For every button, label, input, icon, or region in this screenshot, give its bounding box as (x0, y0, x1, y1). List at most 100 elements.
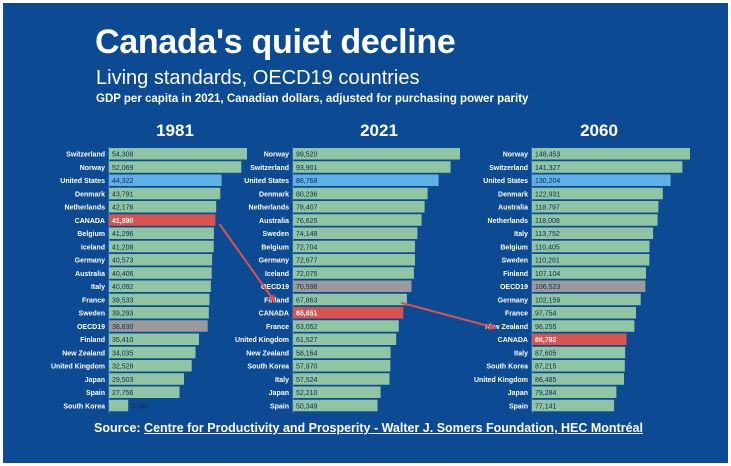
bar-iceland (293, 267, 414, 279)
value-label: 78,407 (296, 205, 318, 212)
category-label: United Kingdom (474, 377, 528, 384)
value-label: 50,349 (296, 403, 318, 410)
bar-france (293, 320, 399, 332)
category-label: Sweden (79, 311, 105, 318)
bar-denmark (532, 187, 663, 200)
value-label: 106,523 (535, 284, 560, 291)
bar-spain (109, 386, 180, 398)
bar-charts: 1981 Switzerland 54,308 Norway 52,069 United … (51, 121, 690, 414)
panel-2021: 2021 Norway 99,520 Switzerland 93,901 United … (235, 121, 460, 414)
category-label: United Kingdom (51, 364, 105, 371)
value-label: 52,069 (112, 165, 134, 172)
category-label: Finland (503, 271, 528, 278)
bar-united-kingdom (293, 333, 397, 345)
chart-description: GDP per capita in 2021, Canadian dollars… (96, 93, 529, 105)
source-link[interactable]: Centre for Productivity and Prosperity -… (144, 421, 643, 435)
category-label: Switzerland (489, 165, 528, 172)
bar-australia (532, 201, 659, 213)
category-label: Switzerland (250, 165, 289, 172)
category-label: New Zealand (62, 350, 105, 357)
value-label: 27,756 (112, 390, 134, 397)
bar-oecd19 (293, 280, 412, 292)
value-label: 72,704 (296, 244, 318, 251)
category-label: France (82, 297, 105, 304)
category-label: Netherlands (249, 205, 290, 212)
bar-sweden (532, 254, 650, 266)
value-label: 97,754 (535, 311, 557, 318)
bar-netherlands (532, 214, 658, 226)
category-label: Netherlands (488, 218, 529, 225)
bar-united-states (293, 174, 439, 186)
bar-south-korea (532, 360, 625, 372)
value-label: 39,293 (112, 311, 134, 318)
value-label: 44,322 (112, 178, 134, 185)
bar-netherlands (109, 201, 217, 213)
value-label: 7,565 (131, 403, 149, 410)
bar-italy (109, 280, 211, 292)
category-label: South Korea (486, 364, 528, 371)
category-label: South Korea (63, 403, 105, 410)
value-label: 110,405 (535, 244, 560, 251)
value-label: 148,453 (535, 152, 560, 159)
bar-finland (532, 267, 646, 279)
bar-united-kingdom (109, 360, 192, 372)
category-label: Belgium (77, 231, 105, 238)
bar-spain (532, 399, 615, 412)
bar-sweden (293, 227, 418, 239)
value-label: 70,598 (296, 284, 318, 291)
value-label: 58,164 (296, 350, 318, 357)
value-label: 141,327 (535, 165, 560, 172)
category-label: OECD19 (77, 324, 105, 331)
value-label: 76,625 (296, 218, 318, 225)
value-label: 41,208 (112, 244, 134, 251)
bar-united-states (109, 174, 222, 186)
value-label: 86,768 (296, 178, 318, 185)
category-label: Italy (275, 377, 289, 384)
category-label: Italy (514, 350, 528, 357)
bar-belgium (293, 240, 415, 253)
bar-italy (532, 227, 654, 239)
value-label: 43,791 (112, 191, 134, 198)
panel-title: 2060 (580, 121, 618, 140)
category-label: France (505, 311, 528, 318)
value-label: 40,092 (112, 284, 134, 291)
category-label: South Korea (247, 364, 289, 371)
bar-switzerland (109, 148, 247, 160)
value-label: 40,573 (112, 258, 134, 265)
value-label: 110,281 (535, 258, 560, 265)
bar-sweden (109, 307, 209, 319)
bar-italy (293, 373, 390, 385)
category-label: Iceland (81, 244, 105, 251)
category-label: France (266, 324, 289, 331)
value-label: 40,406 (112, 271, 134, 278)
category-label: Denmark (259, 191, 289, 198)
value-label: 122,931 (535, 191, 560, 198)
bar-canada (293, 307, 404, 319)
value-label: 52,210 (296, 390, 318, 397)
value-label: 74,148 (296, 231, 318, 238)
value-label: 39,533 (112, 297, 134, 304)
bar-south-korea (293, 360, 391, 372)
category-label: Norway (264, 152, 289, 159)
category-label: Sweden (263, 231, 289, 238)
bar-iceland (109, 240, 214, 253)
category-label: Denmark (75, 191, 105, 198)
category-label: Spain (86, 390, 105, 397)
category-label: United Kingdom (235, 337, 289, 344)
category-label: Norway (503, 152, 528, 159)
bar-norway (109, 161, 242, 173)
category-label: Australia (75, 271, 105, 278)
trend-arrow-1981-2021 (218, 223, 276, 303)
value-label: 77,141 (535, 403, 557, 410)
trend-arrow-2021-2060 (400, 301, 497, 331)
value-label: 80,236 (296, 191, 318, 198)
value-label: 88,782 (535, 337, 557, 344)
category-label: United States (60, 178, 105, 185)
category-label: Germany (498, 297, 528, 304)
panel-title: 2021 (360, 121, 398, 140)
value-label: 65,651 (296, 311, 318, 318)
value-label: 96,255 (535, 324, 557, 331)
bar-norway (532, 148, 690, 160)
bar-oecd19 (109, 320, 208, 332)
category-label: Belgium (261, 244, 289, 251)
